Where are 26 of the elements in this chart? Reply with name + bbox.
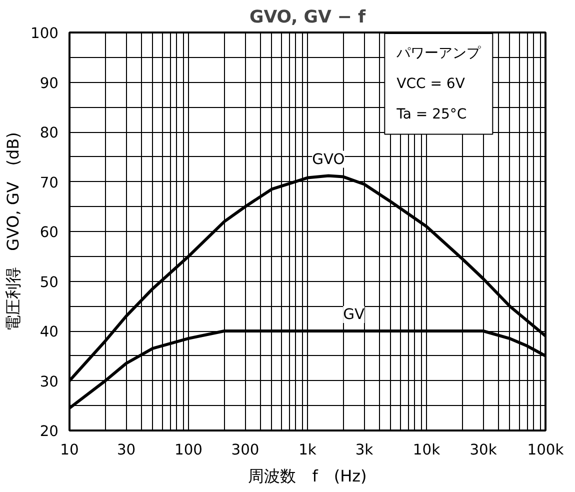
x-tick-label: 10 [60, 442, 79, 458]
x-tick-label: 1k [298, 442, 317, 458]
y-tick-label: 40 [40, 324, 59, 340]
y-tick-label: 100 [30, 25, 59, 42]
y-axis-title: 電圧利得 GVO, GV (dB) [4, 132, 23, 331]
y-tick-label: 20 [40, 423, 59, 440]
x-tick-label: 30 [116, 442, 136, 458]
y-tick-label: 70 [40, 174, 59, 192]
series-label: GV [343, 306, 364, 323]
annotation: Ta = 25°C [396, 106, 467, 122]
y-tick-label: 50 [40, 274, 59, 291]
series-label: GVO [312, 150, 345, 168]
y-tick-label: 80 [40, 124, 59, 142]
chart-title: GVO, GV − f [249, 8, 366, 28]
annotation: VCC = 6V [396, 76, 466, 92]
x-tick-label: 300 [231, 442, 260, 458]
y-tick-label: 60 [40, 224, 59, 241]
x-axis-title: 周波数 f (Hz) [248, 466, 367, 486]
y-tick-label: 90 [40, 74, 59, 92]
x-tick-label: 3k [355, 442, 374, 458]
x-tick-label: 10k [412, 442, 441, 458]
y-tick-label: 30 [40, 373, 59, 390]
x-tick-label: 30k [470, 442, 498, 458]
x-tick-label: 100k [527, 442, 564, 458]
annotation: パワーアンプ [396, 46, 482, 62]
x-tick-label: 100 [174, 442, 202, 458]
